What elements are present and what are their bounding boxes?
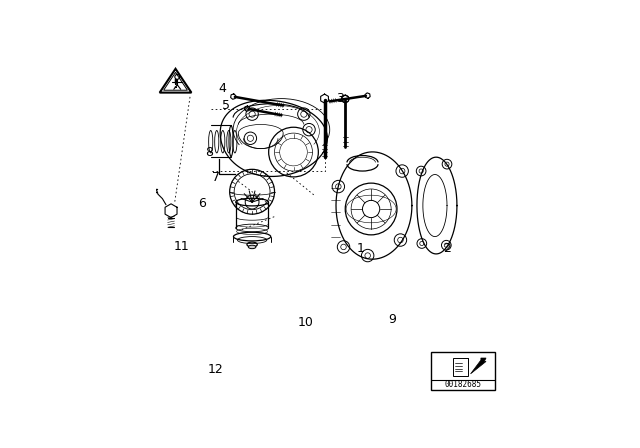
Ellipse shape bbox=[248, 245, 256, 249]
Text: 8: 8 bbox=[205, 146, 213, 159]
Text: 12: 12 bbox=[208, 363, 224, 376]
Text: 2: 2 bbox=[443, 242, 451, 255]
Text: 4: 4 bbox=[219, 82, 227, 95]
Polygon shape bbox=[470, 358, 486, 374]
Text: 1: 1 bbox=[357, 242, 365, 255]
FancyBboxPatch shape bbox=[431, 352, 495, 390]
Text: 6: 6 bbox=[198, 197, 206, 210]
Text: 3: 3 bbox=[336, 92, 344, 105]
Text: 11: 11 bbox=[173, 241, 189, 254]
Text: 10: 10 bbox=[298, 316, 314, 329]
Text: 5: 5 bbox=[222, 99, 230, 112]
Text: 00182685: 00182685 bbox=[445, 380, 482, 389]
Text: !: ! bbox=[173, 78, 179, 91]
Text: 9: 9 bbox=[388, 313, 396, 326]
Text: 7: 7 bbox=[212, 172, 220, 185]
